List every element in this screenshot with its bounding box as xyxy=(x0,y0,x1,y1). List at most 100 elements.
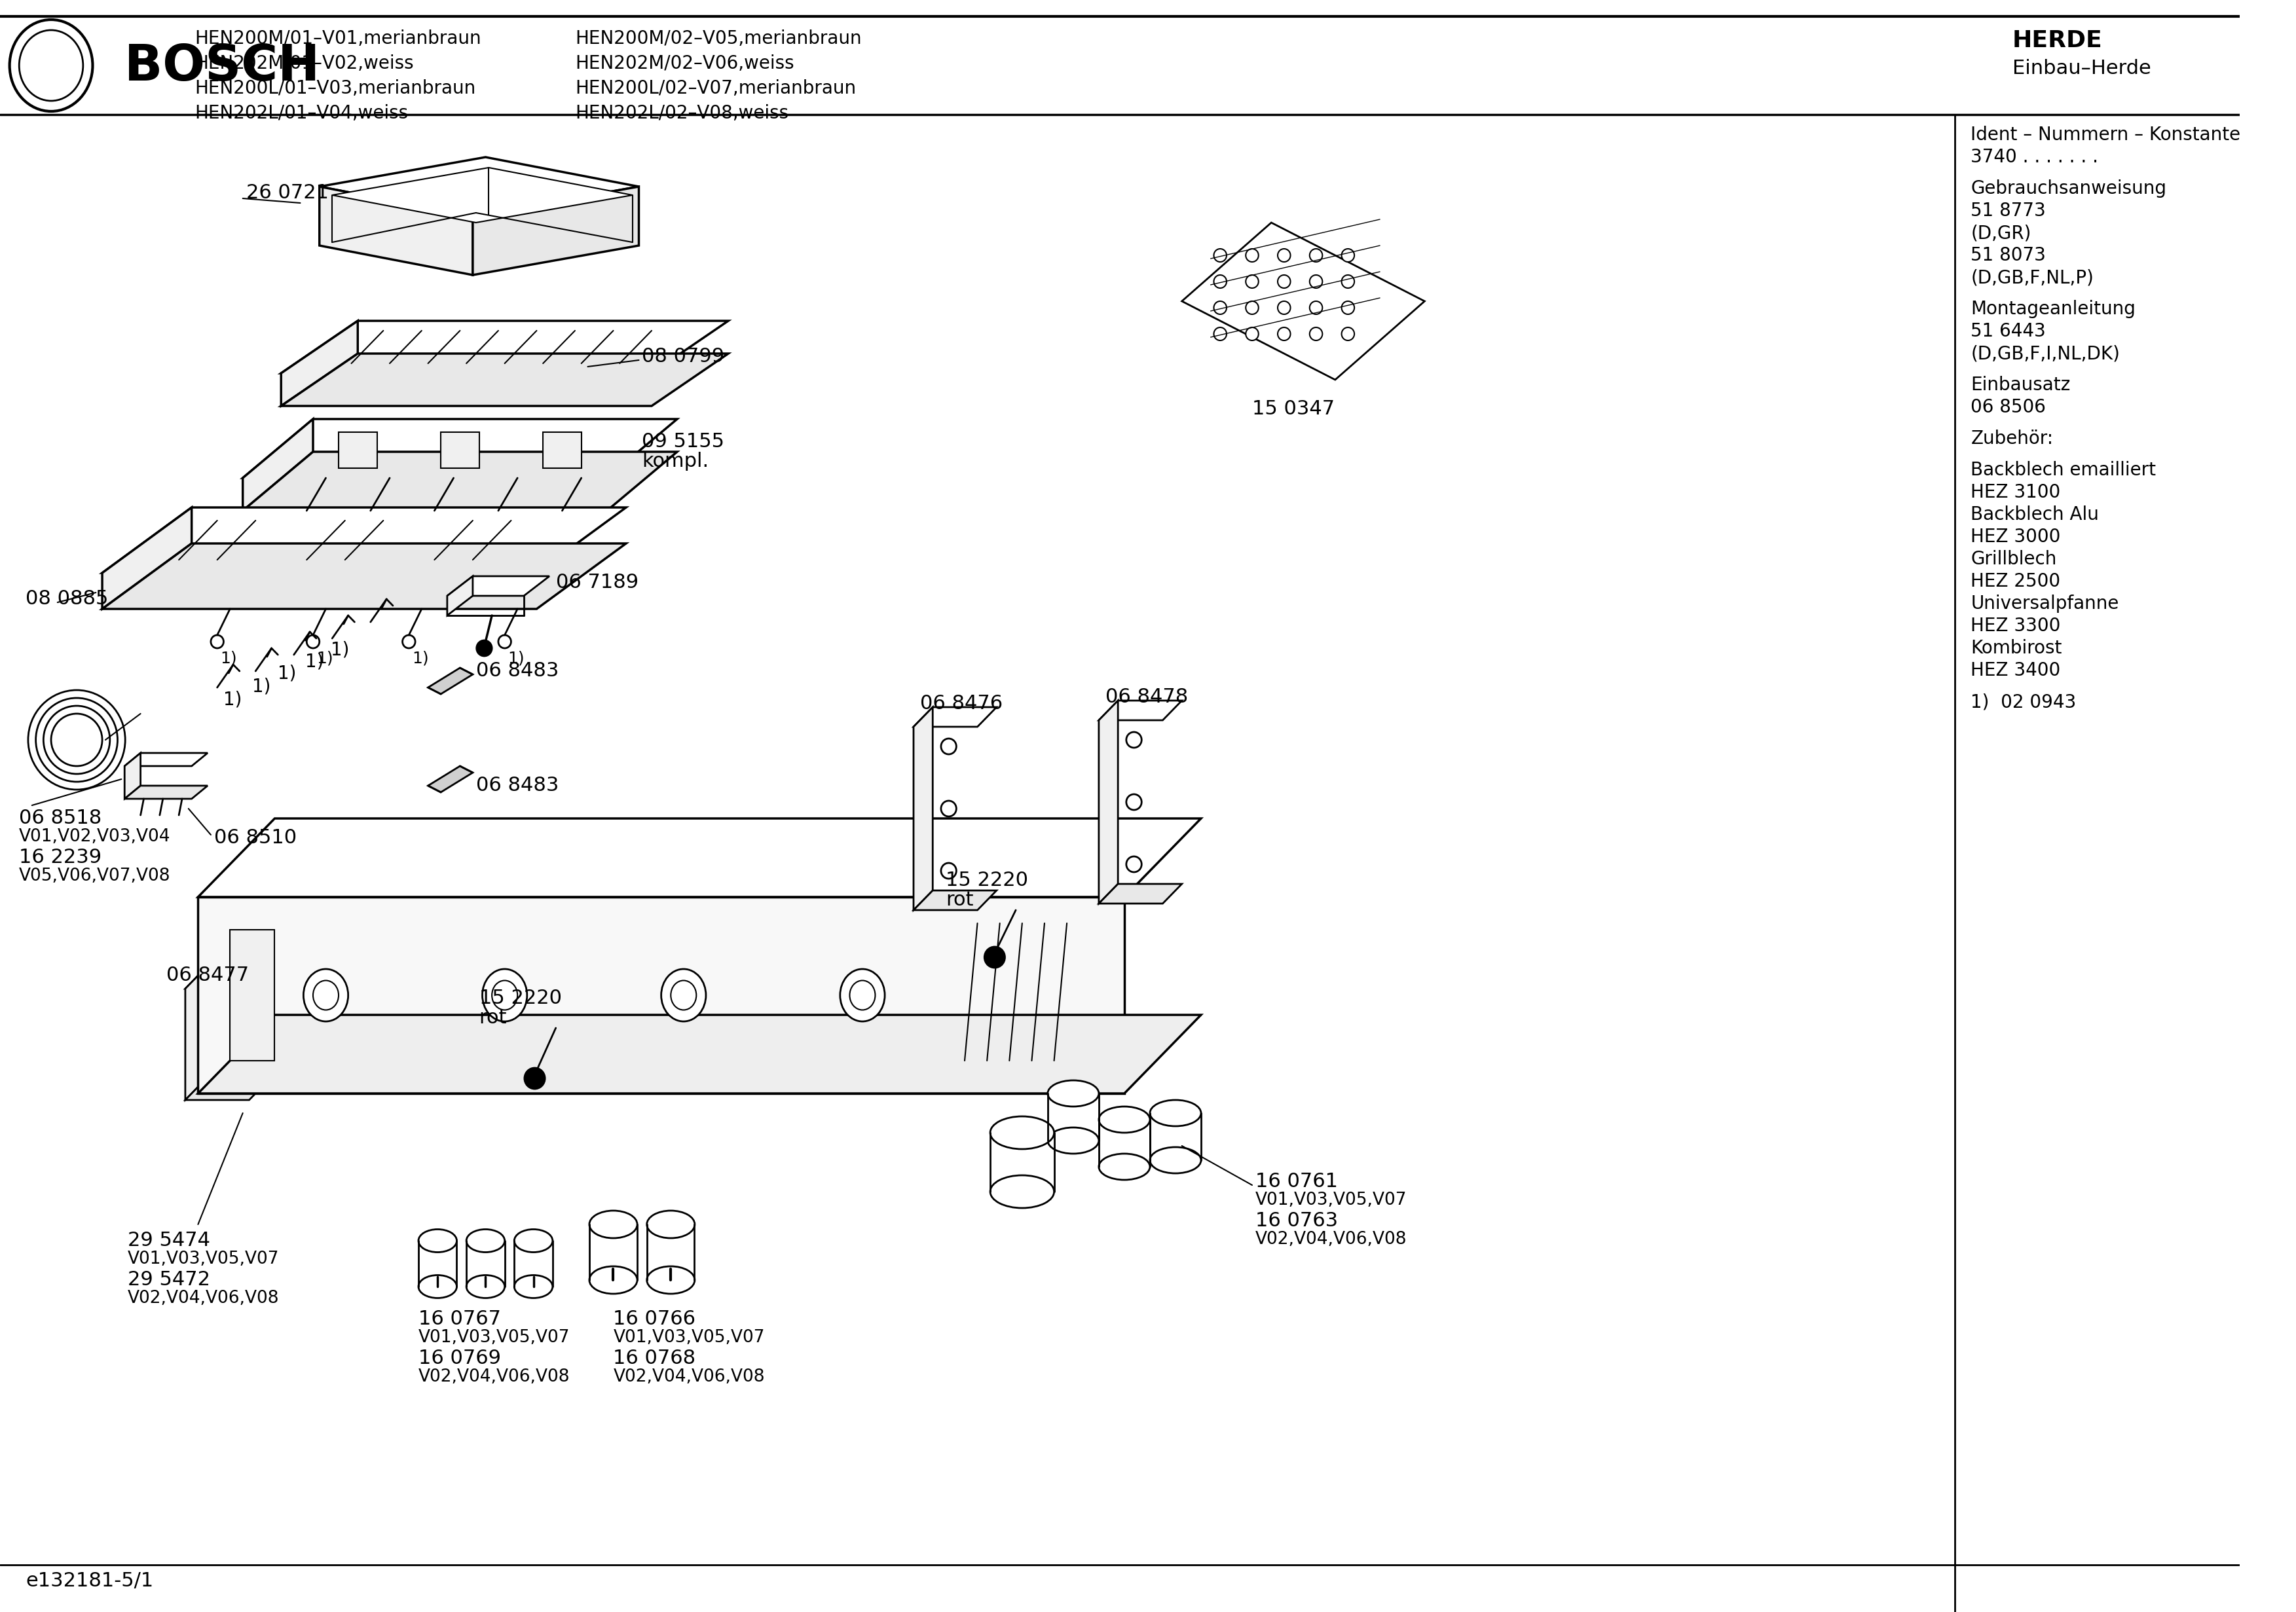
Circle shape xyxy=(1277,248,1290,261)
Polygon shape xyxy=(197,1016,1201,1093)
Text: 16 0767: 16 0767 xyxy=(418,1309,501,1328)
Text: (D,GB,F,I,NL,DK): (D,GB,F,I,NL,DK) xyxy=(1970,345,2119,363)
Circle shape xyxy=(402,635,416,648)
Text: 51 8073: 51 8073 xyxy=(1970,247,2046,264)
Polygon shape xyxy=(1182,222,1424,380)
Circle shape xyxy=(941,738,957,754)
Text: 1): 1) xyxy=(331,640,349,659)
Circle shape xyxy=(478,640,491,656)
Polygon shape xyxy=(280,353,728,406)
Text: 06 8506: 06 8506 xyxy=(1970,398,2046,416)
Polygon shape xyxy=(243,419,677,479)
Text: (D,GB,F,NL,P): (D,GB,F,NL,P) xyxy=(1970,269,2094,287)
Text: 1): 1) xyxy=(253,677,271,696)
Text: 06 8510: 06 8510 xyxy=(214,829,296,848)
Text: Gebrauchsanweisung: Gebrauchsanweisung xyxy=(1970,179,2167,198)
Ellipse shape xyxy=(590,1267,638,1294)
Circle shape xyxy=(1309,248,1322,261)
Polygon shape xyxy=(186,969,204,1099)
Text: Einbau–Herde: Einbau–Herde xyxy=(2011,60,2151,77)
Circle shape xyxy=(1341,248,1355,261)
Text: HEZ 3400: HEZ 3400 xyxy=(1970,661,2062,680)
Text: Kombirost: Kombirost xyxy=(1970,638,2062,658)
Text: HEZ 2500: HEZ 2500 xyxy=(1970,572,2060,590)
Text: Backblech Alu: Backblech Alu xyxy=(1970,506,2099,524)
Polygon shape xyxy=(1100,701,1118,904)
Polygon shape xyxy=(197,896,1125,1093)
Polygon shape xyxy=(124,785,207,800)
Ellipse shape xyxy=(647,1267,696,1294)
Text: Zubehör:: Zubehör: xyxy=(1970,429,2053,448)
Text: 08 0799: 08 0799 xyxy=(643,347,726,366)
Circle shape xyxy=(1277,327,1290,340)
Polygon shape xyxy=(544,432,581,467)
Text: V02,V04,V06,V08: V02,V04,V06,V08 xyxy=(613,1369,765,1385)
Text: HEN202M/02–V06,weiss: HEN202M/02–V06,weiss xyxy=(574,55,794,73)
Polygon shape xyxy=(473,187,638,276)
Polygon shape xyxy=(448,575,549,596)
Circle shape xyxy=(1247,301,1258,314)
Polygon shape xyxy=(914,708,996,727)
Text: 16 0766: 16 0766 xyxy=(613,1309,696,1328)
Circle shape xyxy=(1127,732,1141,748)
Ellipse shape xyxy=(990,1117,1054,1149)
Text: HEN200M/02–V05,merianbraun: HEN200M/02–V05,merianbraun xyxy=(574,29,861,48)
Text: Einbausatz: Einbausatz xyxy=(1970,376,2071,395)
Circle shape xyxy=(1215,301,1226,314)
Ellipse shape xyxy=(647,1211,696,1238)
Text: 1): 1) xyxy=(278,664,296,683)
Circle shape xyxy=(1277,301,1290,314)
Text: 3740 . . . . . . .: 3740 . . . . . . . xyxy=(1970,148,2099,166)
Circle shape xyxy=(214,1053,227,1069)
Text: Universalpfanne: Universalpfanne xyxy=(1970,595,2119,613)
Circle shape xyxy=(1127,856,1141,872)
Polygon shape xyxy=(280,321,728,374)
Ellipse shape xyxy=(1100,1154,1150,1180)
Text: V01,V03,V05,V07: V01,V03,V05,V07 xyxy=(613,1330,765,1346)
Polygon shape xyxy=(124,753,140,800)
Polygon shape xyxy=(243,451,677,511)
Text: HEN202L/02–V08,weiss: HEN202L/02–V08,weiss xyxy=(574,105,788,123)
Text: HEN202L/01–V04,weiss: HEN202L/01–V04,weiss xyxy=(195,105,409,123)
Text: 06 8518: 06 8518 xyxy=(18,809,101,827)
Ellipse shape xyxy=(1047,1080,1100,1106)
Text: 15 2220: 15 2220 xyxy=(480,988,563,1008)
Text: 1): 1) xyxy=(317,650,333,666)
Ellipse shape xyxy=(590,1211,638,1238)
Text: V01,V02,V03,V04: V01,V02,V03,V04 xyxy=(18,829,170,845)
Circle shape xyxy=(523,1067,544,1088)
Circle shape xyxy=(1247,276,1258,289)
Text: 1): 1) xyxy=(223,692,241,709)
Ellipse shape xyxy=(670,980,696,1011)
Polygon shape xyxy=(427,766,473,791)
Polygon shape xyxy=(319,156,638,216)
Text: V01,V03,V05,V07: V01,V03,V05,V07 xyxy=(129,1251,280,1267)
Ellipse shape xyxy=(1150,1148,1201,1174)
Text: HEN202M/01–V02,weiss: HEN202M/01–V02,weiss xyxy=(195,55,413,73)
Text: Ident – Nummern – Konstante: Ident – Nummern – Konstante xyxy=(1970,126,2241,143)
Text: 51 6443: 51 6443 xyxy=(1970,322,2046,340)
Ellipse shape xyxy=(303,969,349,1022)
Ellipse shape xyxy=(1047,1127,1100,1154)
Ellipse shape xyxy=(840,969,884,1022)
Text: 1)  02 0943: 1) 02 0943 xyxy=(1970,693,2076,711)
Text: V01,V03,V05,V07: V01,V03,V05,V07 xyxy=(1256,1191,1407,1209)
Ellipse shape xyxy=(312,980,338,1011)
Circle shape xyxy=(498,635,512,648)
Text: HEN200L/01–V03,merianbraun: HEN200L/01–V03,merianbraun xyxy=(195,79,475,98)
Text: 16 2239: 16 2239 xyxy=(18,848,101,867)
Polygon shape xyxy=(103,543,627,609)
Text: rot: rot xyxy=(946,890,974,909)
Circle shape xyxy=(1309,301,1322,314)
Text: 51 8773: 51 8773 xyxy=(1970,202,2046,219)
Text: HEZ 3000: HEZ 3000 xyxy=(1970,527,2062,546)
Ellipse shape xyxy=(850,980,875,1011)
Circle shape xyxy=(1341,301,1355,314)
Text: V02,V04,V06,V08: V02,V04,V06,V08 xyxy=(129,1290,280,1307)
Text: HERDE: HERDE xyxy=(2011,29,2103,52)
Text: Grillblech: Grillblech xyxy=(1970,550,2057,569)
Text: e132181-5/1: e132181-5/1 xyxy=(25,1572,154,1591)
Circle shape xyxy=(1215,248,1226,261)
Text: 16 0768: 16 0768 xyxy=(613,1349,696,1367)
Text: 26 0721: 26 0721 xyxy=(246,184,328,203)
